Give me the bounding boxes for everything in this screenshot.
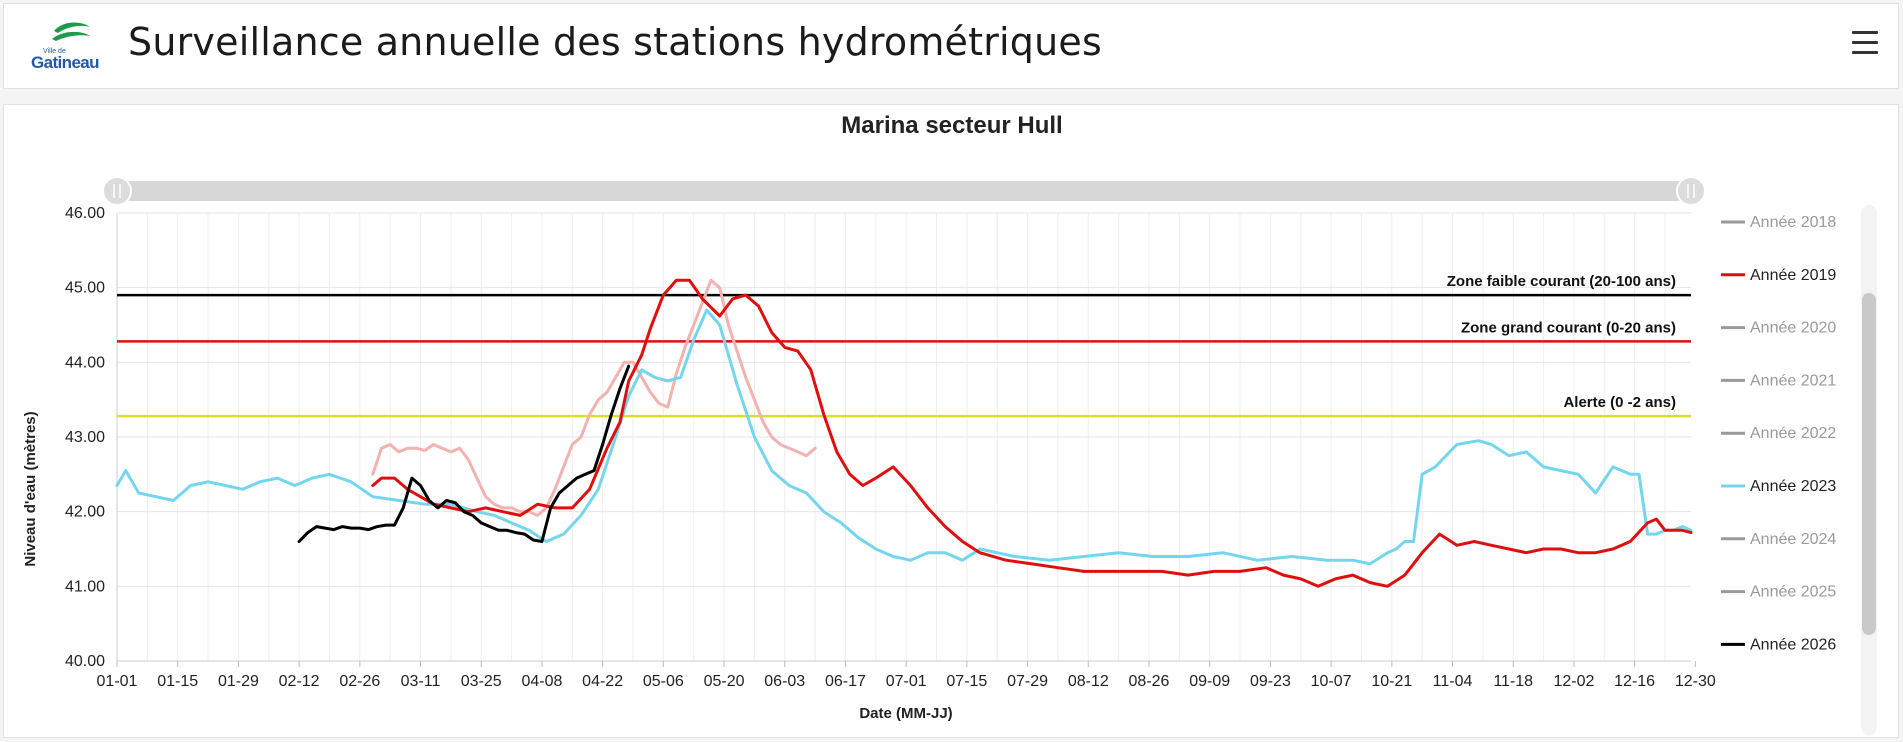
y-axis: 46.00 45.00 44.00 43.00 42.00 41.00 40.00 <box>65 205 105 670</box>
x-tick-label: 01-01 <box>97 673 138 690</box>
series-line <box>371 278 1693 588</box>
legend-item[interactable]: Année 2020 <box>1721 320 1836 337</box>
x-tick-label: 06-17 <box>825 673 866 690</box>
x-tick-label: 10-07 <box>1311 673 1352 690</box>
x-tick-label: 09-09 <box>1189 673 1230 690</box>
menu-bar-icon <box>1852 51 1878 54</box>
x-tick-label: 04-08 <box>521 673 562 690</box>
x-tick-label: 12-02 <box>1553 673 1594 690</box>
x-tick-label: 01-15 <box>157 673 198 690</box>
legend-label: Année 2019 <box>1750 267 1836 284</box>
y-tick-label: 45.00 <box>65 280 105 297</box>
chart-grid <box>116 212 1691 662</box>
legend-label: Année 2018 <box>1750 214 1836 231</box>
chart-title: Marina secteur Hull <box>841 112 1062 139</box>
range-slider-left-handle[interactable] <box>102 176 132 206</box>
x-axis: 01-01 01-15 01-29 02-12 02-26 03-11 03-25 04-08… <box>97 661 1716 690</box>
x-tick-label: 02-26 <box>339 673 380 690</box>
app-header: Ville de Gatineau Surveillance annuelle … <box>3 3 1899 89</box>
legend-label: Année 2025 <box>1750 584 1836 601</box>
hamburger-menu-button[interactable] <box>1846 26 1884 66</box>
chart-panel: Marina secteur Hull 46.00 45.00 44.00 43.00… <box>3 104 1899 738</box>
x-tick-label: 07-15 <box>946 673 987 690</box>
legend-item[interactable]: Année 2019 <box>1721 267 1836 284</box>
x-tick-label: 07-29 <box>1007 673 1048 690</box>
x-tick-label: 11-18 <box>1493 673 1533 690</box>
x-tick-label: 12-30 <box>1675 673 1716 690</box>
x-tick-label: 07-01 <box>886 673 927 690</box>
legend-item[interactable]: Année 2024 <box>1721 531 1836 548</box>
x-tick-label: 12-16 <box>1614 673 1655 690</box>
y-tick-label: 42.00 <box>65 504 105 521</box>
x-tick-label: 08-12 <box>1068 673 1109 690</box>
legend-item[interactable]: Année 2026 <box>1721 636 1836 653</box>
y-axis-label: Niveau d'eau (mètres) <box>22 411 39 566</box>
menu-bar-icon <box>1852 31 1878 34</box>
series-line <box>115 308 1693 566</box>
y-tick-label: 40.00 <box>65 653 105 670</box>
x-tick-label: 02-12 <box>279 673 320 690</box>
legend-label: Année 2026 <box>1750 636 1836 653</box>
x-tick-label: 01-29 <box>218 673 259 690</box>
gatineau-logo[interactable]: Ville de Gatineau <box>28 18 110 74</box>
x-tick-label: 05-06 <box>643 673 684 690</box>
page-title: Surveillance annuelle des stations hydro… <box>128 20 1102 64</box>
y-tick-label: 43.00 <box>65 429 105 446</box>
x-tick-label: 06-03 <box>764 673 805 690</box>
x-tick-label: 03-11 <box>401 673 441 690</box>
legend-item[interactable]: Année 2025 <box>1721 584 1836 601</box>
x-axis-label: Date (MM-JJ) <box>859 705 952 722</box>
threshold-label: Alerte (0 -2 ans) <box>1563 394 1676 411</box>
legend-item[interactable]: Année 2021 <box>1721 372 1836 389</box>
series-lines <box>115 278 1693 588</box>
threshold-label: Zone grand courant (0-20 ans) <box>1461 319 1676 336</box>
series-line <box>297 364 631 543</box>
x-tick-label: 04-22 <box>582 673 623 690</box>
legend-item[interactable]: Année 2023 <box>1721 478 1836 495</box>
legend-scrollbar-thumb[interactable] <box>1862 293 1876 635</box>
y-tick-label: 41.00 <box>65 578 105 595</box>
range-slider-track[interactable] <box>114 181 1704 201</box>
x-tick-label: 10-21 <box>1371 673 1412 690</box>
threshold-lines: Zone faible courant (20-100 ans) Zone gra… <box>117 273 1691 418</box>
chart-legend: Année 2018 Année 2019 Année 2020 Année 2021… <box>1721 214 1836 653</box>
threshold-label: Zone faible courant (20-100 ans) <box>1447 273 1676 290</box>
legend-label: Année 2022 <box>1750 425 1836 442</box>
legend-label: Année 2021 <box>1750 372 1836 389</box>
logo-small-text: Ville de <box>43 48 66 55</box>
legend-label: Année 2020 <box>1750 320 1836 337</box>
legend-item[interactable]: Année 2018 <box>1721 214 1836 231</box>
logo-text: Gatineau <box>31 53 99 72</box>
y-tick-label: 44.00 <box>65 354 105 371</box>
x-tick-label: 09-23 <box>1250 673 1291 690</box>
x-tick-label: 05-20 <box>704 673 745 690</box>
y-tick-label: 46.00 <box>65 205 105 222</box>
x-tick-label: 08-26 <box>1129 673 1170 690</box>
chart-svg: Marina secteur Hull 46.00 45.00 44.00 43.00… <box>22 112 1877 735</box>
series-line <box>371 278 817 517</box>
legend-item[interactable]: Année 2022 <box>1721 425 1836 442</box>
legend-label: Année 2023 <box>1750 478 1836 495</box>
x-tick-label: 11-04 <box>1433 673 1473 690</box>
menu-bar-icon <box>1852 41 1878 44</box>
legend-label: Année 2024 <box>1750 531 1836 548</box>
range-slider-right-handle[interactable] <box>1676 176 1706 206</box>
x-tick-label: 03-25 <box>461 673 502 690</box>
